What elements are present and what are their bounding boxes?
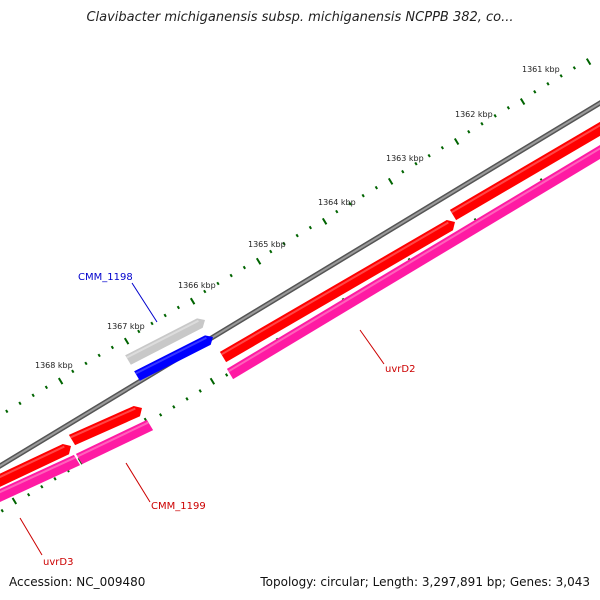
ruler-labels: 1361 kbp 1362 kbp 1363 kbp 1364 kbp 1365 kbp… bbox=[35, 65, 560, 370]
minor-tick bbox=[480, 121, 484, 126]
major-tick bbox=[387, 177, 394, 185]
cmm-1198-feature-highlight bbox=[135, 336, 207, 375]
map-title: Clavibacter michiganensis subsp. michiga… bbox=[86, 10, 514, 25]
major-tick bbox=[585, 58, 592, 66]
gene-label-cmm-1199[interactable]: CMM_1199 bbox=[151, 501, 206, 512]
minor-tick bbox=[18, 401, 22, 406]
ruler-tick-label: 1364 kbp bbox=[318, 198, 356, 207]
minor-tick bbox=[493, 114, 497, 118]
ruler-tick-label: 1361 kbp bbox=[522, 65, 560, 74]
minor-tick bbox=[137, 329, 141, 334]
minor-tick bbox=[506, 106, 511, 110]
cmm-1199-feature[interactable] bbox=[68, 405, 142, 446]
ruler-tick-label: 1363 kbp bbox=[386, 154, 424, 163]
leader-cmm-1198 bbox=[131, 282, 158, 323]
minor-tick bbox=[559, 74, 563, 78]
minor-tick bbox=[427, 153, 431, 158]
minor-tick bbox=[40, 484, 44, 489]
minor-tick bbox=[216, 281, 220, 286]
uvrd2-gene-track-highlight bbox=[227, 147, 600, 373]
label-leaders bbox=[19, 282, 385, 556]
uvrd3-gene-track[interactable] bbox=[0, 454, 81, 505]
minor-tick bbox=[44, 385, 49, 390]
major-tick bbox=[123, 337, 130, 345]
minor-tick bbox=[158, 413, 163, 417]
gene-label-cmm-1198[interactable]: CMM_1198 bbox=[78, 272, 133, 283]
ruler-tick-label: 1367 kbp bbox=[107, 322, 145, 331]
pseudo-gene-feature[interactable] bbox=[125, 318, 205, 365]
outer-ruler bbox=[5, 58, 592, 414]
minor-tick bbox=[203, 289, 207, 294]
topology-summary: Topology: circular; Length: 3,297,891 bp… bbox=[260, 575, 590, 589]
cmm-1199-gene-track[interactable] bbox=[75, 419, 154, 465]
minor-tick bbox=[185, 397, 189, 401]
minor-tick bbox=[282, 241, 286, 246]
cmm-1199-feature-highlight bbox=[70, 407, 136, 439]
ruler-tick-label: 1366 kbp bbox=[178, 281, 216, 290]
major-tick bbox=[189, 297, 196, 305]
uvrd3-feature[interactable] bbox=[0, 443, 71, 490]
cmm-1199-gene-track-highlight bbox=[77, 421, 149, 458]
accession-text: Accession: NC_009480 bbox=[9, 575, 146, 589]
minor-tick bbox=[295, 233, 299, 238]
minor-tick bbox=[335, 209, 339, 214]
minor-tick bbox=[533, 90, 537, 94]
minor-tick bbox=[5, 409, 9, 414]
ruler-tick-label: 1362 kbp bbox=[455, 110, 493, 119]
major-tick bbox=[209, 377, 216, 385]
cmm-1198-feature[interactable] bbox=[134, 335, 213, 381]
major-tick bbox=[321, 217, 328, 225]
minor-tick bbox=[572, 66, 577, 70]
minor-tick bbox=[224, 373, 229, 377]
gene-label-uvrd3[interactable]: uvrD3 bbox=[43, 557, 73, 568]
minor-tick bbox=[150, 321, 154, 326]
minor-tick bbox=[110, 345, 115, 350]
minor-tick bbox=[53, 476, 57, 481]
minor-tick bbox=[440, 145, 445, 150]
uvrd3-gene-track-highlight bbox=[0, 456, 76, 494]
minor-tick bbox=[242, 265, 247, 270]
leader-uvrd2 bbox=[359, 329, 385, 365]
minor-tick bbox=[84, 361, 88, 366]
uvrd2-feature-a[interactable] bbox=[219, 219, 455, 363]
leader-uvrd3 bbox=[19, 517, 43, 556]
minor-tick bbox=[348, 201, 352, 206]
minor-tick bbox=[198, 389, 202, 393]
pseudo-gene-feature-highlight bbox=[126, 319, 199, 359]
minor-tick bbox=[269, 249, 273, 254]
uvrd3-feature-highlight bbox=[0, 445, 65, 479]
minor-tick bbox=[176, 305, 181, 310]
ruler-tick-label: 1368 kbp bbox=[35, 361, 73, 370]
major-tick bbox=[57, 377, 64, 385]
uvrd2-feature-b-highlight bbox=[450, 124, 600, 214]
minor-tick bbox=[414, 161, 418, 166]
minor-tick bbox=[71, 369, 75, 374]
uvrd2-feature-a-highlight bbox=[220, 221, 449, 356]
minor-tick bbox=[374, 185, 379, 190]
feature-track bbox=[0, 121, 600, 505]
minor-tick bbox=[26, 492, 31, 497]
minor-tick bbox=[0, 508, 4, 513]
major-tick bbox=[255, 257, 262, 265]
major-tick bbox=[519, 98, 526, 106]
minor-tick bbox=[401, 169, 405, 174]
minor-tick bbox=[97, 353, 101, 358]
major-tick bbox=[11, 497, 18, 505]
minor-tick bbox=[163, 313, 167, 318]
minor-tick bbox=[172, 405, 176, 409]
ruler-tick-label: 1365 kbp bbox=[248, 240, 286, 249]
minor-tick bbox=[546, 82, 550, 86]
minor-tick bbox=[229, 273, 233, 278]
minor-tick bbox=[467, 129, 471, 134]
minor-tick bbox=[361, 193, 365, 198]
leader-cmm-1199 bbox=[125, 462, 151, 503]
major-tick bbox=[453, 137, 460, 145]
genome-backbone bbox=[0, 100, 600, 469]
minor-tick bbox=[308, 225, 313, 230]
minor-tick bbox=[31, 393, 35, 398]
gene-label-uvrd2[interactable]: uvrD2 bbox=[385, 364, 415, 375]
